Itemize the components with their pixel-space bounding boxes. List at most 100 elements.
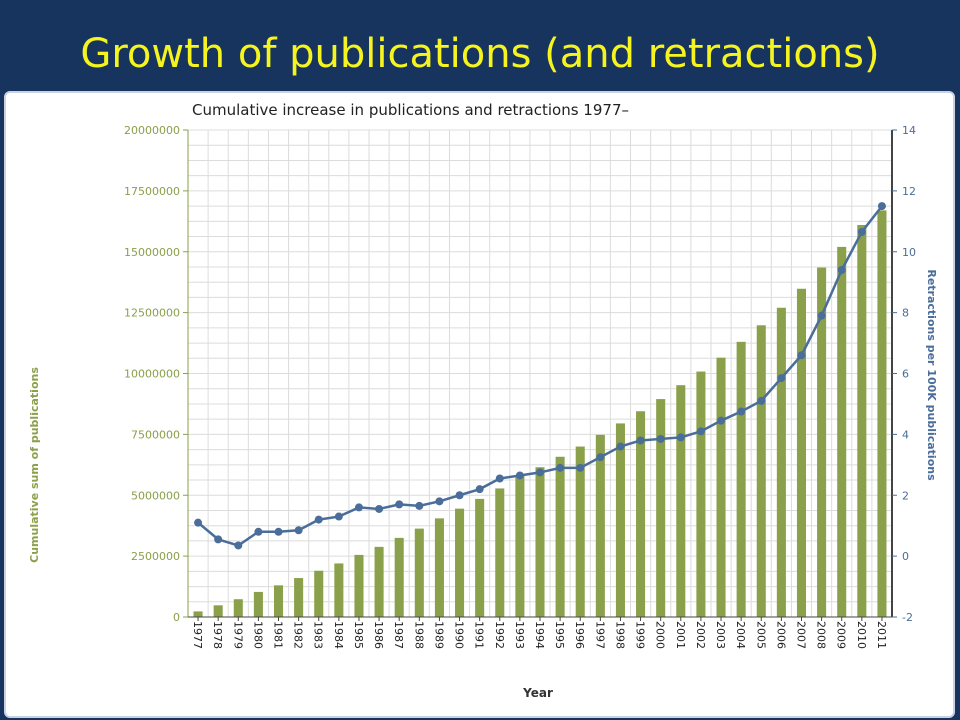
- bar: [636, 411, 646, 617]
- bar: [817, 267, 827, 617]
- slide-title: Growth of publications (and retractions): [80, 31, 880, 77]
- retractions-point: [777, 374, 786, 383]
- retractions-point: [576, 463, 585, 472]
- retractions-point: [455, 491, 464, 500]
- bar: [253, 591, 263, 617]
- y-tick-label-left: 17500000: [124, 185, 180, 198]
- y-axis-left-label: Cumulative sum of publications: [28, 367, 41, 563]
- x-tick-label: 1985: [352, 621, 365, 649]
- x-tick-label: 1983: [312, 621, 325, 649]
- x-tick-label: 2011: [875, 621, 888, 649]
- chart-title: Cumulative increase in publications and …: [192, 101, 629, 119]
- bar: [314, 570, 324, 617]
- bar: [736, 341, 746, 617]
- x-tick-label: 1987: [392, 621, 405, 649]
- x-tick-label: 2006: [774, 621, 787, 649]
- x-tick-label: 1990: [453, 621, 466, 649]
- bar: [796, 288, 807, 617]
- x-tick-label: 2000: [654, 621, 667, 649]
- x-tick-label: 1999: [634, 621, 647, 649]
- bar: [716, 357, 726, 617]
- retractions-point: [857, 227, 866, 236]
- retractions-point: [556, 463, 565, 472]
- y-tick-label-left: 12500000: [124, 307, 180, 320]
- bar: [776, 307, 786, 617]
- retractions-point: [294, 526, 303, 535]
- x-tick-label: 2008: [815, 621, 828, 649]
- bar: [555, 456, 565, 617]
- x-tick-label: 1992: [493, 621, 506, 649]
- retractions-point: [354, 503, 363, 512]
- retractions-point: [737, 407, 746, 416]
- bar: [233, 599, 243, 617]
- bar: [595, 434, 605, 617]
- bar: [837, 246, 847, 617]
- x-tick-label: 2010: [855, 621, 868, 649]
- bar: [696, 371, 706, 617]
- x-tick-label: 1994: [533, 621, 546, 649]
- retractions-point: [475, 485, 484, 494]
- retractions-point: [515, 471, 524, 480]
- y-tick-label-left: 7500000: [131, 428, 180, 441]
- retractions-point: [676, 433, 685, 442]
- x-tick-label: 1989: [432, 621, 445, 649]
- retractions-point: [375, 504, 384, 513]
- x-tick-label: 1979: [231, 621, 244, 649]
- bar: [615, 423, 625, 617]
- bar: [475, 498, 485, 617]
- y-tick-label-left: 15000000: [124, 246, 180, 259]
- y-tick-label-right: 14: [902, 124, 916, 137]
- bar: [213, 605, 223, 617]
- bar: [857, 224, 867, 617]
- grid: [187, 129, 893, 618]
- bar-series: [193, 210, 887, 617]
- x-tick-label: 1986: [372, 621, 385, 649]
- x-tick-label: 1982: [292, 621, 305, 649]
- x-tick-label: 1991: [473, 621, 486, 649]
- tick-labels: 0 2500000 5000000 7500000 10000000 12500000 15…: [124, 124, 916, 649]
- bar: [394, 537, 404, 617]
- retractions-point: [536, 468, 544, 477]
- y-tick-label-left: 5000000: [131, 489, 180, 502]
- retractions-point: [194, 518, 203, 527]
- retractions-point: [797, 351, 806, 360]
- y-tick-label-right: 2: [902, 489, 909, 502]
- retractions-point: [415, 501, 424, 510]
- retractions-point: [395, 500, 404, 509]
- y-tick-label-right: 0: [902, 550, 909, 563]
- bar: [294, 578, 304, 617]
- x-tick-label: 1997: [593, 621, 606, 649]
- chart-panel: Cumulative increase in publications and …: [4, 91, 955, 718]
- y-tick-label-right: 8: [902, 307, 909, 320]
- y-tick-label-left: 0: [173, 611, 180, 624]
- retractions-point: [334, 512, 343, 521]
- x-tick-label: 1988: [412, 621, 425, 649]
- axes: [183, 129, 897, 621]
- x-tick-label: 2007: [794, 621, 807, 649]
- y-tick-label-right: -2: [902, 611, 913, 624]
- bar: [756, 325, 766, 617]
- retractions-point: [254, 527, 263, 536]
- chart: Cumulative increase in publications and …: [28, 101, 938, 700]
- retractions-point: [696, 427, 705, 436]
- retractions-point: [837, 266, 846, 275]
- retractions-point: [495, 474, 504, 483]
- bar: [575, 446, 585, 617]
- x-tick-label: 1995: [553, 621, 566, 649]
- line-series: [194, 202, 886, 550]
- bar: [354, 554, 364, 617]
- bar: [374, 546, 384, 617]
- bar: [334, 563, 344, 617]
- retractions-point: [214, 535, 223, 544]
- y-tick-label-left: 10000000: [124, 368, 180, 381]
- retractions-point: [656, 434, 665, 443]
- x-tick-label: 1996: [573, 621, 586, 649]
- bar: [193, 611, 203, 617]
- x-axis-label: Year: [522, 686, 553, 700]
- bar: [414, 528, 424, 617]
- x-tick-label: 1993: [513, 621, 526, 649]
- bar: [495, 488, 505, 617]
- bar: [455, 508, 465, 617]
- x-tick-label: 1980: [251, 621, 264, 649]
- x-tick-label: 2001: [674, 621, 687, 649]
